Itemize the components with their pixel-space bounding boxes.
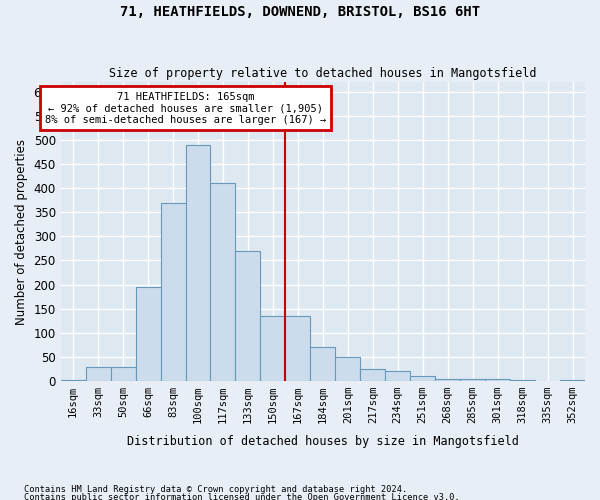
- Title: Size of property relative to detached houses in Mangotsfield: Size of property relative to detached ho…: [109, 66, 536, 80]
- Bar: [260, 316, 286, 381]
- Bar: [61, 380, 86, 381]
- X-axis label: Distribution of detached houses by size in Mangotsfield: Distribution of detached houses by size …: [127, 434, 519, 448]
- Bar: [86, 366, 110, 381]
- Bar: [110, 366, 136, 381]
- Bar: [385, 372, 410, 381]
- Bar: [211, 184, 235, 381]
- Text: 71 HEATHFIELDS: 165sqm
← 92% of detached houses are smaller (1,905)
8% of semi-d: 71 HEATHFIELDS: 165sqm ← 92% of detached…: [45, 92, 326, 125]
- Bar: [335, 357, 360, 381]
- Bar: [136, 287, 161, 381]
- Text: 71, HEATHFIELDS, DOWNEND, BRISTOL, BS16 6HT: 71, HEATHFIELDS, DOWNEND, BRISTOL, BS16 …: [120, 5, 480, 19]
- Bar: [435, 378, 460, 381]
- Bar: [510, 380, 535, 381]
- Bar: [185, 144, 211, 381]
- Y-axis label: Number of detached properties: Number of detached properties: [15, 138, 28, 324]
- Bar: [161, 202, 185, 381]
- Bar: [286, 316, 310, 381]
- Bar: [560, 380, 585, 381]
- Text: Contains public sector information licensed under the Open Government Licence v3: Contains public sector information licen…: [24, 492, 460, 500]
- Bar: [235, 251, 260, 381]
- Bar: [460, 378, 485, 381]
- Bar: [485, 378, 510, 381]
- Bar: [410, 376, 435, 381]
- Bar: [360, 369, 385, 381]
- Bar: [310, 348, 335, 381]
- Text: Contains HM Land Registry data © Crown copyright and database right 2024.: Contains HM Land Registry data © Crown c…: [24, 486, 407, 494]
